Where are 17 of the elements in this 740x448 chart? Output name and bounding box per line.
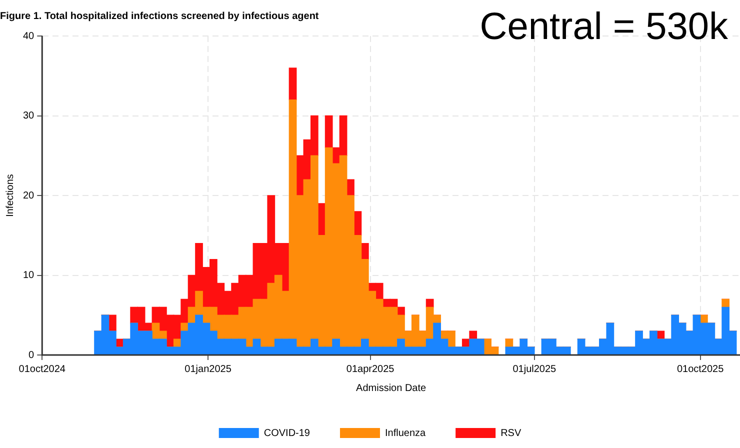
y-tick-label: 30 [23, 110, 35, 122]
legend-label: Influenza [384, 428, 426, 439]
x-tick-label: 01oct2025 [676, 364, 724, 375]
y-tick-label: 0 [28, 350, 35, 361]
y-axis-title: Infections [4, 174, 16, 217]
y-tick-label: 10 [23, 270, 35, 281]
x-tick-label: 01jan2025 [184, 364, 232, 375]
x-tick-label: 01apr2025 [346, 364, 395, 375]
legend-label: RSV [500, 428, 522, 439]
x-tick-label: 01jul2025 [512, 364, 557, 375]
legend-label: COVID-19 [264, 428, 310, 439]
y-tick-label: 20 [23, 190, 35, 202]
chart-title: Figure 1. Total hospitalized infections screened by infectious agent [0, 10, 320, 22]
annotation: Central = 530k [480, 6, 728, 49]
x-axis-title: Admission Date [356, 382, 427, 394]
y-tick-label: 40 [23, 30, 35, 42]
x-tick-label: 01oct2024 [18, 364, 66, 375]
